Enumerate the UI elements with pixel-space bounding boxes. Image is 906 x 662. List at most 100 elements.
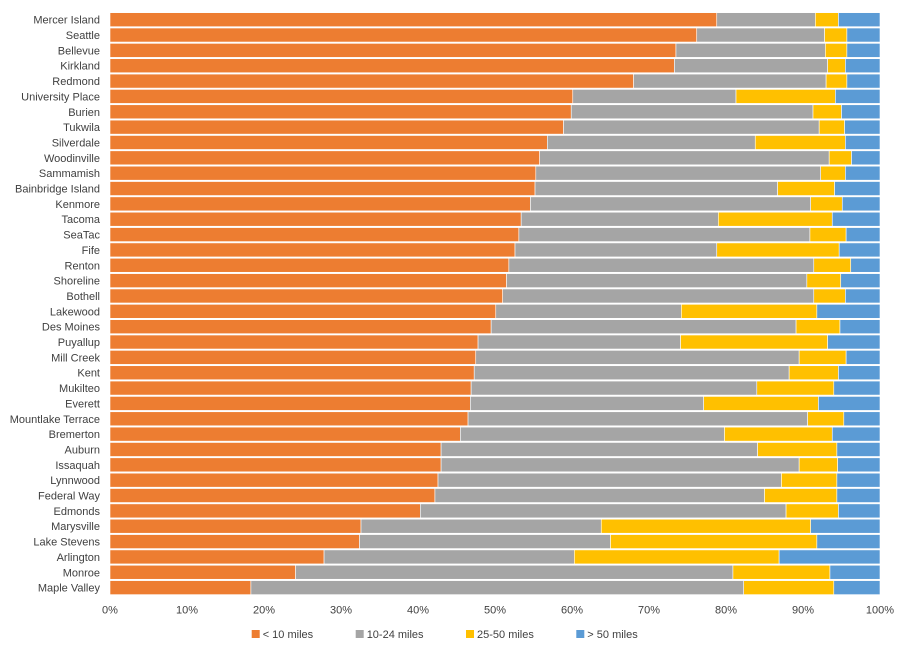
bar-seattle-25-50-miles	[824, 27, 848, 43]
category-label-bainbridge-island: Bainbridge Island	[15, 184, 100, 196]
bar-mukilteo-10-miles	[109, 380, 472, 396]
bar-everett-10-24-miles	[470, 396, 704, 411]
bar-shoreline-10-miles	[109, 273, 507, 288]
bar-everett-25-50-miles	[703, 396, 819, 411]
bar-burien-25-50-miles	[812, 104, 842, 120]
bar-seatac-10-miles	[109, 227, 520, 242]
category-label-bremerton: Bremerton	[49, 429, 100, 441]
bar-renton-10-24-miles	[508, 257, 815, 273]
bar-maple-valley-25-50-miles	[743, 580, 835, 595]
bar-renton-10-miles	[109, 257, 510, 273]
legend: < 10 miles 10-24 miles 25-50 miles > 50 mil…	[251, 629, 638, 641]
category-label-des-moines: Des Moines	[42, 322, 101, 334]
bar-bainbridge-island-10-24-miles	[534, 181, 778, 196]
bar-tacoma-50-miles	[831, 211, 881, 227]
legend-swatch	[251, 630, 260, 638]
bar-bellevue-50-miles	[846, 43, 881, 58]
category-label-maple-valley: Maple Valley	[38, 583, 101, 595]
category-label-bellevue: Bellevue	[58, 45, 100, 57]
bar-arlington-10-24-miles	[323, 549, 575, 565]
bar-marysville-25-50-miles	[600, 518, 812, 534]
bar-seattle-10-24-miles	[696, 27, 825, 43]
bar-silverdale-50-miles	[845, 135, 881, 150]
bar-redmond-10-miles	[109, 73, 634, 89]
legend-item-10-miles: < 10 miles	[251, 629, 314, 641]
bar-bainbridge-island-10-miles	[109, 181, 536, 196]
bar-monroe-10-miles	[109, 564, 296, 580]
bar-issaquah-50-miles	[837, 457, 881, 473]
x-tick-label: 30%	[330, 604, 352, 616]
bar-lakewood-25-50-miles	[681, 304, 818, 319]
bar-kirkland-10-miles	[109, 58, 675, 74]
category-label-marysville: Marysville	[51, 521, 100, 533]
x-tick-label: 20%	[253, 604, 275, 616]
bar-maple-valley-50-miles	[833, 580, 881, 595]
legend-swatch	[466, 630, 474, 638]
bar-arlington-10-miles	[109, 549, 325, 565]
bar-kent-10-24-miles	[473, 365, 790, 381]
bar-marysville-10-24-miles	[360, 518, 602, 534]
bar-auburn-10-24-miles	[440, 442, 758, 457]
category-label-redmond: Redmond	[52, 76, 100, 88]
category-label-tukwila: Tukwila	[63, 122, 101, 134]
bar-mercer-island-10-24-miles	[716, 12, 816, 27]
bar-des-moines-10-24-miles	[490, 319, 797, 334]
category-label-federal-way: Federal Way	[38, 491, 100, 503]
bar-redmond-50-miles	[846, 73, 881, 89]
legend-label: > 50 miles	[587, 629, 638, 641]
bar-mukilteo-50-miles	[833, 380, 881, 396]
bar-bothell-10-miles	[109, 288, 504, 304]
bar-burien-10-miles	[109, 104, 572, 120]
category-label-lake-stevens: Lake Stevens	[33, 537, 100, 549]
bar-redmond-10-24-miles	[633, 73, 827, 89]
bar-kent-10-miles	[109, 365, 475, 381]
bar-mukilteo-10-24-miles	[470, 380, 758, 396]
x-tick-label: 0%	[102, 604, 118, 616]
bar-mercer-island-10-miles	[109, 12, 718, 27]
legend-label: < 10 miles	[263, 629, 314, 641]
category-label-seatac: SeaTac	[63, 230, 100, 242]
category-label-fife: Fife	[82, 245, 100, 257]
bar-monroe-50-miles	[829, 564, 881, 580]
category-label-everett: Everett	[65, 398, 100, 410]
category-label-seattle: Seattle	[66, 30, 100, 42]
category-label-kirkland: Kirkland	[60, 61, 100, 73]
bar-renton-25-50-miles	[813, 257, 852, 273]
bar-woodinville-25-50-miles	[828, 150, 852, 166]
bar-lynnwood-10-24-miles	[437, 472, 782, 488]
bar-bellevue-10-24-miles	[675, 43, 826, 58]
bar-auburn-25-50-miles	[757, 442, 838, 457]
x-tick-label: 10%	[176, 604, 198, 616]
bar-marysville-10-miles	[109, 518, 362, 534]
category-label-woodinville: Woodinville	[44, 153, 100, 165]
bar-fife-10-miles	[109, 242, 516, 258]
x-tick-label: 60%	[561, 604, 583, 616]
x-tick-label: 100%	[866, 604, 894, 616]
bar-tukwila-10-miles	[109, 119, 564, 135]
category-label-shoreline: Shoreline	[54, 276, 100, 288]
bar-puyallup-25-50-miles	[680, 334, 828, 350]
bar-woodinville-10-24-miles	[539, 150, 830, 166]
bar-mountlake-terrace-10-24-miles	[467, 411, 808, 427]
category-label-lakewood: Lakewood	[50, 306, 100, 318]
bar-tacoma-10-miles	[109, 211, 522, 227]
bar-puyallup-10-miles	[109, 334, 479, 350]
bar-lakewood-10-miles	[109, 304, 497, 319]
legend-item-25-50-miles: 25-50 miles	[466, 629, 534, 641]
category-label-tacoma: Tacoma	[61, 214, 100, 226]
bar-auburn-50-miles	[836, 442, 881, 457]
category-label-issaquah: Issaquah	[55, 460, 100, 472]
bar-kent-50-miles	[838, 365, 881, 381]
bar-silverdale-10-24-miles	[547, 135, 756, 150]
bar-shoreline-10-24-miles	[506, 273, 808, 288]
legend-swatch	[355, 630, 364, 638]
bar-bellevue-25-50-miles	[825, 43, 848, 58]
bar-kirkland-25-50-miles	[827, 58, 846, 74]
legend-item-50-miles: > 50 miles	[576, 629, 638, 641]
bar-lynnwood-10-miles	[109, 472, 439, 488]
bar-lake-stevens-50-miles	[816, 534, 881, 549]
bar-sammamish-10-24-miles	[535, 165, 822, 181]
bar-mountlake-terrace-25-50-miles	[807, 411, 845, 427]
bar-university-place-10-24-miles	[572, 89, 737, 104]
